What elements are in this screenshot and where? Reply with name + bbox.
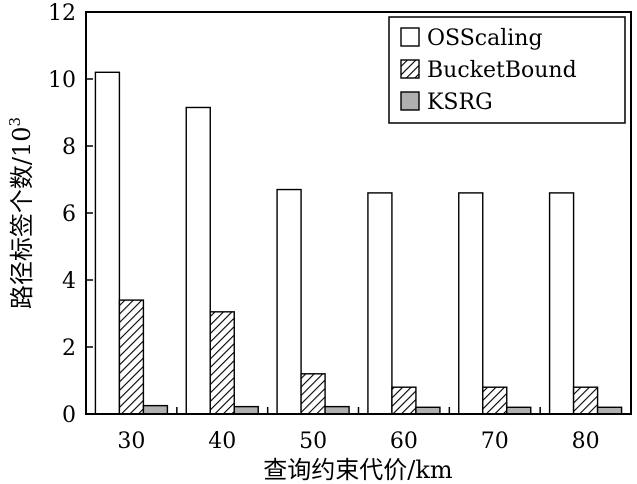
bar-ksrg-60 (415, 406, 441, 415)
x-tick-label: 80 (572, 429, 600, 454)
legend: OSScaling BucketBound KSRG (388, 16, 626, 124)
y-tick-label: 12 (48, 1, 76, 26)
bar-ksrg-50 (324, 405, 350, 415)
bar-bucketbound-30 (118, 299, 145, 415)
legend-swatch-bucketbound (400, 59, 420, 79)
y-tick-label: 4 (62, 269, 76, 294)
x-tick-label: 50 (299, 429, 327, 454)
y-tick-label: 6 (62, 202, 76, 227)
bar-bucketbound-50 (300, 373, 326, 415)
bar-ksrg-80 (596, 406, 623, 415)
bar-ksrg-30 (142, 404, 169, 415)
x-tick-label: 40 (208, 429, 236, 454)
bar-osscaling-30 (94, 71, 121, 415)
x-axis-label: 查询约束代价/km (263, 456, 453, 484)
y-axis-label-group: 路径标签个数/103 (6, 117, 36, 309)
svg-text:路径标签个数/103: 路径标签个数/103 (6, 117, 36, 309)
legend-label-ksrg: KSRG (427, 90, 493, 115)
bar-bucketbound-40 (209, 311, 235, 415)
bar-osscaling-60 (367, 192, 393, 415)
x-tick-label: 60 (390, 429, 418, 454)
y-axis-label: 路径标签个数/10 (8, 126, 36, 309)
y-tick-label: 10 (48, 68, 76, 93)
y-tick-label: 2 (62, 336, 76, 361)
x-tick-label: 70 (481, 429, 509, 454)
legend-box (388, 16, 626, 124)
bar-osscaling-40 (185, 106, 211, 415)
bars-layer (94, 71, 623, 415)
legend-swatch-osscaling (400, 27, 420, 47)
y-tick-label: 0 (62, 403, 76, 428)
y-axis-label-exponent: 3 (6, 117, 24, 127)
bar-ksrg-40 (233, 405, 259, 415)
bar-ksrg-70 (506, 406, 532, 415)
plot-frame (85, 11, 632, 415)
legend-swatch-ksrg (400, 91, 420, 111)
legend-label-bucketbound: BucketBound (427, 58, 577, 83)
x-tick-label: 30 (117, 429, 145, 454)
bar-osscaling-80 (548, 192, 575, 415)
bar-bucketbound-70 (482, 386, 508, 415)
bar-bucketbound-60 (391, 386, 417, 415)
legend-label-osscaling: OSScaling (427, 26, 543, 51)
bar-osscaling-50 (276, 188, 302, 415)
ticks-layer: 0 2 4 6 8 10 12 30 40 50 60 70 80 (48, 1, 600, 454)
y-tick-label: 8 (62, 135, 76, 160)
bar-bucketbound-80 (572, 386, 599, 415)
bar-osscaling-70 (458, 192, 484, 415)
